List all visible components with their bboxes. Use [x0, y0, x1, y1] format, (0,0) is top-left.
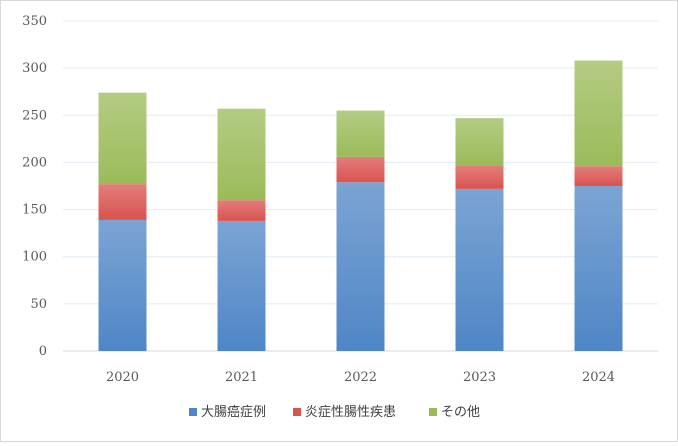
- bar-segment: [217, 108, 266, 201]
- bar-segment: [217, 200, 266, 221]
- y-tick-label: 200: [22, 155, 47, 170]
- legend-label: 大腸癌症例: [201, 404, 266, 420]
- legend-swatch: [429, 408, 437, 416]
- bar-segment: [98, 184, 147, 220]
- bar-segment: [455, 188, 504, 351]
- legend-swatch: [189, 408, 197, 416]
- y-tick-label: 0: [39, 344, 47, 359]
- x-tick-label: 2024: [582, 370, 615, 385]
- y-tick-label: 250: [22, 108, 47, 123]
- bar-segment: [574, 60, 623, 167]
- bar-segment: [574, 166, 623, 186]
- bar-segment: [336, 156, 385, 183]
- y-tick-label: 100: [22, 250, 47, 265]
- bar-segment: [336, 110, 385, 157]
- bar-segment: [574, 186, 623, 351]
- y-tick-label: 150: [22, 203, 47, 218]
- legend-item: 大腸癌症例: [189, 404, 266, 420]
- bar-segment: [455, 118, 504, 166]
- legend-item: 炎症性腸性疾患: [293, 405, 396, 420]
- bar-segment: [455, 165, 504, 189]
- x-tick-label: 2021: [225, 370, 258, 385]
- y-tick-label: 300: [22, 61, 47, 76]
- legend-swatch: [293, 408, 301, 416]
- bar-segment: [98, 92, 147, 185]
- legend-label: 炎症性腸性疾患: [305, 405, 396, 420]
- y-tick-label: 50: [30, 297, 47, 312]
- legend-label: その他: [441, 405, 480, 420]
- bar-segment: [336, 182, 385, 351]
- y-tick-label: 350: [22, 14, 47, 29]
- x-tick-label: 2023: [463, 370, 496, 385]
- x-tick-label: 2022: [344, 370, 377, 385]
- legend-item: その他: [429, 405, 480, 420]
- bar-segment: [98, 219, 147, 351]
- bar-segment: [217, 220, 266, 351]
- x-tick-label: 2020: [106, 370, 139, 385]
